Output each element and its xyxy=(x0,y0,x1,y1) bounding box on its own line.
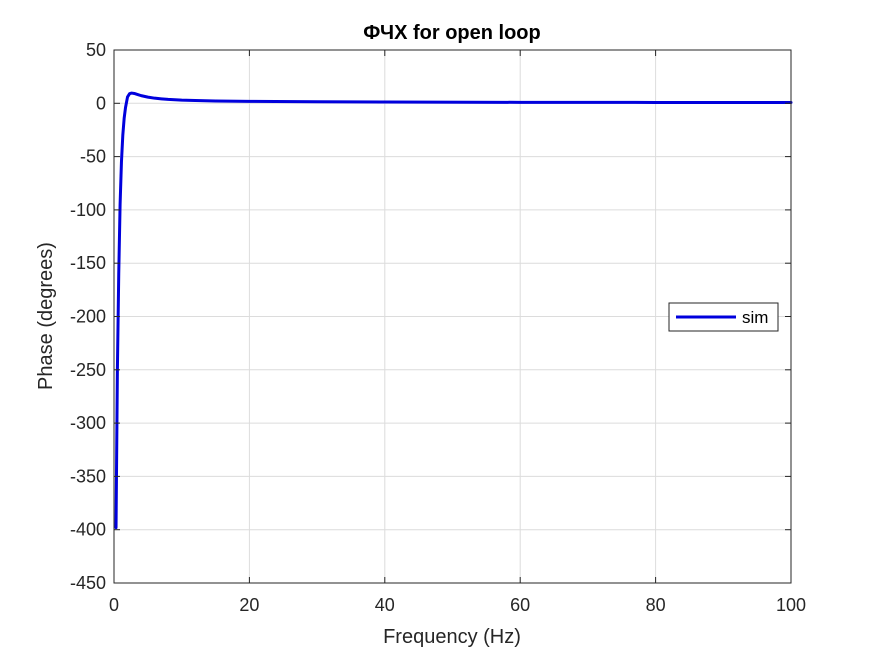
legend-label-sim: sim xyxy=(742,308,768,327)
x-tick-label: 40 xyxy=(375,595,395,615)
y-tick-label: -200 xyxy=(70,307,106,327)
tick-labels: 0 20 40 60 80 100 -450 -400 -350 -300 -250 -200 -150… xyxy=(70,40,806,615)
x-tick-label: 60 xyxy=(510,595,530,615)
y-axis-label: Phase (degrees) xyxy=(35,242,57,390)
series-line-sim xyxy=(114,91,793,530)
y-tick-label: -100 xyxy=(70,200,106,220)
y-tick-label: -300 xyxy=(70,413,106,433)
y-tick-label: -50 xyxy=(80,147,106,167)
grid xyxy=(114,50,791,583)
y-tick-label: 50 xyxy=(86,40,106,60)
y-tick-label: 0 xyxy=(96,93,106,113)
y-tick-label: -450 xyxy=(70,573,106,593)
y-tick-label: -400 xyxy=(70,520,106,540)
y-tick-label: -150 xyxy=(70,253,106,273)
y-tick-label: -250 xyxy=(70,360,106,380)
chart-title: ФЧХ for open loop xyxy=(363,22,541,44)
series-layer xyxy=(114,91,793,530)
x-tick-label: 100 xyxy=(776,595,806,615)
x-tick-label: 80 xyxy=(646,595,666,615)
legend[interactable]: sim xyxy=(668,302,779,332)
x-tick-label: 20 xyxy=(239,595,259,615)
y-tick-label: -350 xyxy=(70,466,106,486)
ticks xyxy=(113,49,792,584)
x-tick-label: 0 xyxy=(109,595,119,615)
x-axis-label: Frequency (Hz) xyxy=(383,626,521,648)
